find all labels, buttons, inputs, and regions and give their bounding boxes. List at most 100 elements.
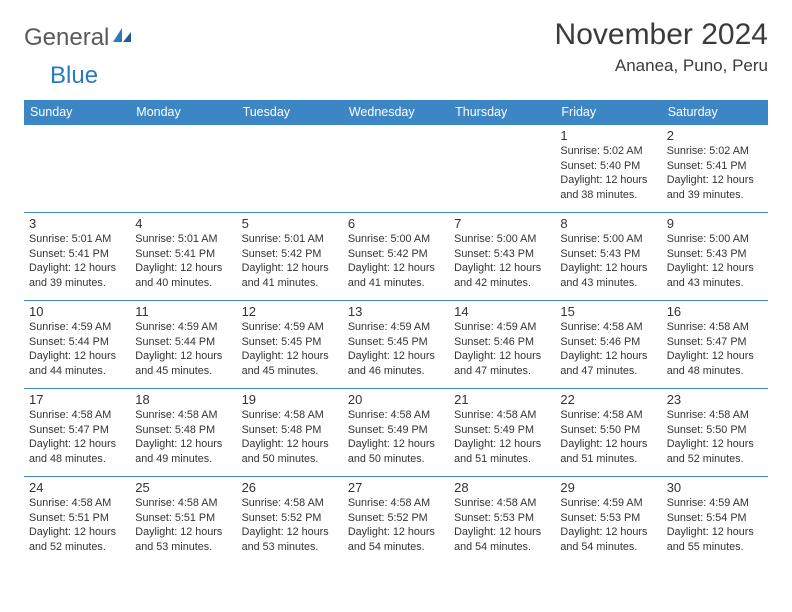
day-number: 21 (454, 392, 550, 407)
day-number: 20 (348, 392, 444, 407)
day-info: Sunrise: 4:58 AMSunset: 5:48 PMDaylight:… (242, 408, 338, 466)
day-header: Saturday (662, 100, 768, 125)
day-info: Sunrise: 4:59 AMSunset: 5:46 PMDaylight:… (454, 320, 550, 378)
day-info: Sunrise: 4:59 AMSunset: 5:45 PMDaylight:… (348, 320, 444, 378)
day-info: Sunrise: 4:58 AMSunset: 5:51 PMDaylight:… (135, 496, 231, 554)
day-number: 17 (29, 392, 125, 407)
day-info: Sunrise: 5:01 AMSunset: 5:41 PMDaylight:… (29, 232, 125, 290)
calendar-day-cell: 6Sunrise: 5:00 AMSunset: 5:42 PMDaylight… (343, 213, 449, 301)
day-number: 18 (135, 392, 231, 407)
day-number: 30 (667, 480, 763, 495)
day-number: 13 (348, 304, 444, 319)
day-header: Wednesday (343, 100, 449, 125)
calendar-day-cell: 19Sunrise: 4:58 AMSunset: 5:48 PMDayligh… (237, 389, 343, 477)
day-number: 8 (560, 216, 656, 231)
day-info: Sunrise: 4:58 AMSunset: 5:52 PMDaylight:… (348, 496, 444, 554)
day-number: 2 (667, 128, 763, 143)
day-number: 10 (29, 304, 125, 319)
logo-text-blue: Blue (50, 62, 98, 89)
calendar-day-cell: 28Sunrise: 4:58 AMSunset: 5:53 PMDayligh… (449, 477, 555, 565)
day-info: Sunrise: 4:58 AMSunset: 5:48 PMDaylight:… (135, 408, 231, 466)
calendar-head-row: SundayMondayTuesdayWednesdayThursdayFrid… (24, 100, 768, 125)
calendar-body: 1Sunrise: 5:02 AMSunset: 5:40 PMDaylight… (24, 125, 768, 565)
calendar-day-cell: 7Sunrise: 5:00 AMSunset: 5:43 PMDaylight… (449, 213, 555, 301)
day-number: 6 (348, 216, 444, 231)
day-info: Sunrise: 4:58 AMSunset: 5:53 PMDaylight:… (454, 496, 550, 554)
day-info: Sunrise: 4:59 AMSunset: 5:44 PMDaylight:… (135, 320, 231, 378)
calendar-day-cell: 5Sunrise: 5:01 AMSunset: 5:42 PMDaylight… (237, 213, 343, 301)
calendar-day-cell: 4Sunrise: 5:01 AMSunset: 5:41 PMDaylight… (130, 213, 236, 301)
day-info: Sunrise: 5:00 AMSunset: 5:43 PMDaylight:… (667, 232, 763, 290)
day-number: 24 (29, 480, 125, 495)
day-header: Thursday (449, 100, 555, 125)
calendar-day-cell: 8Sunrise: 5:00 AMSunset: 5:43 PMDaylight… (555, 213, 661, 301)
calendar-day-cell (24, 125, 130, 213)
page: General November 2024 Ananea, Puno, Peru… (0, 0, 792, 565)
day-info: Sunrise: 5:00 AMSunset: 5:42 PMDaylight:… (348, 232, 444, 290)
calendar-day-cell: 16Sunrise: 4:58 AMSunset: 5:47 PMDayligh… (662, 301, 768, 389)
calendar-day-cell: 11Sunrise: 4:59 AMSunset: 5:44 PMDayligh… (130, 301, 236, 389)
calendar-day-cell: 18Sunrise: 4:58 AMSunset: 5:48 PMDayligh… (130, 389, 236, 477)
day-number: 3 (29, 216, 125, 231)
day-number: 11 (135, 304, 231, 319)
day-number: 16 (667, 304, 763, 319)
calendar-week-row: 10 Sunrise: 4:59 AMSunset: 5:44 PMDayligh… (24, 301, 768, 389)
day-number: 7 (454, 216, 550, 231)
day-header: Monday (130, 100, 236, 125)
calendar-day-cell: 12Sunrise: 4:59 AMSunset: 5:45 PMDayligh… (237, 301, 343, 389)
day-info: Sunrise: 4:58 AMSunset: 5:47 PMDaylight:… (667, 320, 763, 378)
day-number: 29 (560, 480, 656, 495)
day-number: 28 (454, 480, 550, 495)
day-info: Sunrise: 4:58 AMSunset: 5:51 PMDaylight:… (29, 496, 125, 554)
logo-sail-icon (111, 26, 133, 51)
day-number: 9 (667, 216, 763, 231)
day-number: 26 (242, 480, 338, 495)
calendar-day-cell: 15Sunrise: 4:58 AMSunset: 5:46 PMDayligh… (555, 301, 661, 389)
logo: General (24, 18, 133, 52)
calendar-table: SundayMondayTuesdayWednesdayThursdayFrid… (24, 100, 768, 565)
day-number: 27 (348, 480, 444, 495)
day-info: Sunrise: 5:02 AMSunset: 5:40 PMDaylight:… (560, 144, 656, 202)
day-number: 25 (135, 480, 231, 495)
day-number: 4 (135, 216, 231, 231)
day-info: Sunrise: 4:59 AMSunset: 5:53 PMDaylight:… (560, 496, 656, 554)
calendar-day-cell (449, 125, 555, 213)
day-number: 14 (454, 304, 550, 319)
day-info: Sunrise: 4:58 AMSunset: 5:49 PMDaylight:… (454, 408, 550, 466)
calendar-day-cell (343, 125, 449, 213)
calendar-day-cell: 25Sunrise: 4:58 AMSunset: 5:51 PMDayligh… (130, 477, 236, 565)
logo-text-general: General (24, 24, 109, 52)
calendar-week-row: 17Sunrise: 4:58 AMSunset: 5:47 PMDayligh… (24, 389, 768, 477)
calendar-day-cell: 26Sunrise: 4:58 AMSunset: 5:52 PMDayligh… (237, 477, 343, 565)
month-title: November 2024 (555, 18, 768, 52)
calendar-day-cell: 13Sunrise: 4:59 AMSunset: 5:45 PMDayligh… (343, 301, 449, 389)
day-number: 5 (242, 216, 338, 231)
calendar-day-cell: 27Sunrise: 4:58 AMSunset: 5:52 PMDayligh… (343, 477, 449, 565)
calendar-week-row: 3Sunrise: 5:01 AMSunset: 5:41 PMDaylight… (24, 213, 768, 301)
calendar-day-cell: 3Sunrise: 5:01 AMSunset: 5:41 PMDaylight… (24, 213, 130, 301)
day-info: Sunrise: 4:58 AMSunset: 5:49 PMDaylight:… (348, 408, 444, 466)
day-header: Friday (555, 100, 661, 125)
day-info: Sunrise: 4:59 AMSunset: 5:54 PMDaylight:… (667, 496, 763, 554)
day-info: Sunrise: 4:58 AMSunset: 5:50 PMDaylight:… (560, 408, 656, 466)
day-info: Sunrise: 5:00 AMSunset: 5:43 PMDaylight:… (560, 232, 656, 290)
calendar-day-cell: 9Sunrise: 5:00 AMSunset: 5:43 PMDaylight… (662, 213, 768, 301)
day-number: 22 (560, 392, 656, 407)
calendar-day-cell: 1Sunrise: 5:02 AMSunset: 5:40 PMDaylight… (555, 125, 661, 213)
day-number: 1 (560, 128, 656, 143)
calendar-day-cell: 10Sunrise: 4:59 AMSunset: 5:44 PMDayligh… (24, 301, 130, 389)
calendar-day-cell: 23Sunrise: 4:58 AMSunset: 5:50 PMDayligh… (662, 389, 768, 477)
day-header: Sunday (24, 100, 130, 125)
calendar-day-cell (130, 125, 236, 213)
calendar-day-cell: 17Sunrise: 4:58 AMSunset: 5:47 PMDayligh… (24, 389, 130, 477)
day-info: Sunrise: 4:58 AMSunset: 5:47 PMDaylight:… (29, 408, 125, 466)
day-header: Tuesday (237, 100, 343, 125)
day-info: Sunrise: 4:58 AMSunset: 5:50 PMDaylight:… (667, 408, 763, 466)
day-info: Sunrise: 5:00 AMSunset: 5:43 PMDaylight:… (454, 232, 550, 290)
day-info: Sunrise: 5:01 AMSunset: 5:42 PMDaylight:… (242, 232, 338, 290)
day-number: 23 (667, 392, 763, 407)
calendar-day-cell: 14Sunrise: 4:59 AMSunset: 5:46 PMDayligh… (449, 301, 555, 389)
calendar-day-cell: 24Sunrise: 4:58 AMSunset: 5:51 PMDayligh… (24, 477, 130, 565)
day-info: Sunrise: 5:02 AMSunset: 5:41 PMDaylight:… (667, 144, 763, 202)
calendar-day-cell: 2Sunrise: 5:02 AMSunset: 5:41 PMDaylight… (662, 125, 768, 213)
